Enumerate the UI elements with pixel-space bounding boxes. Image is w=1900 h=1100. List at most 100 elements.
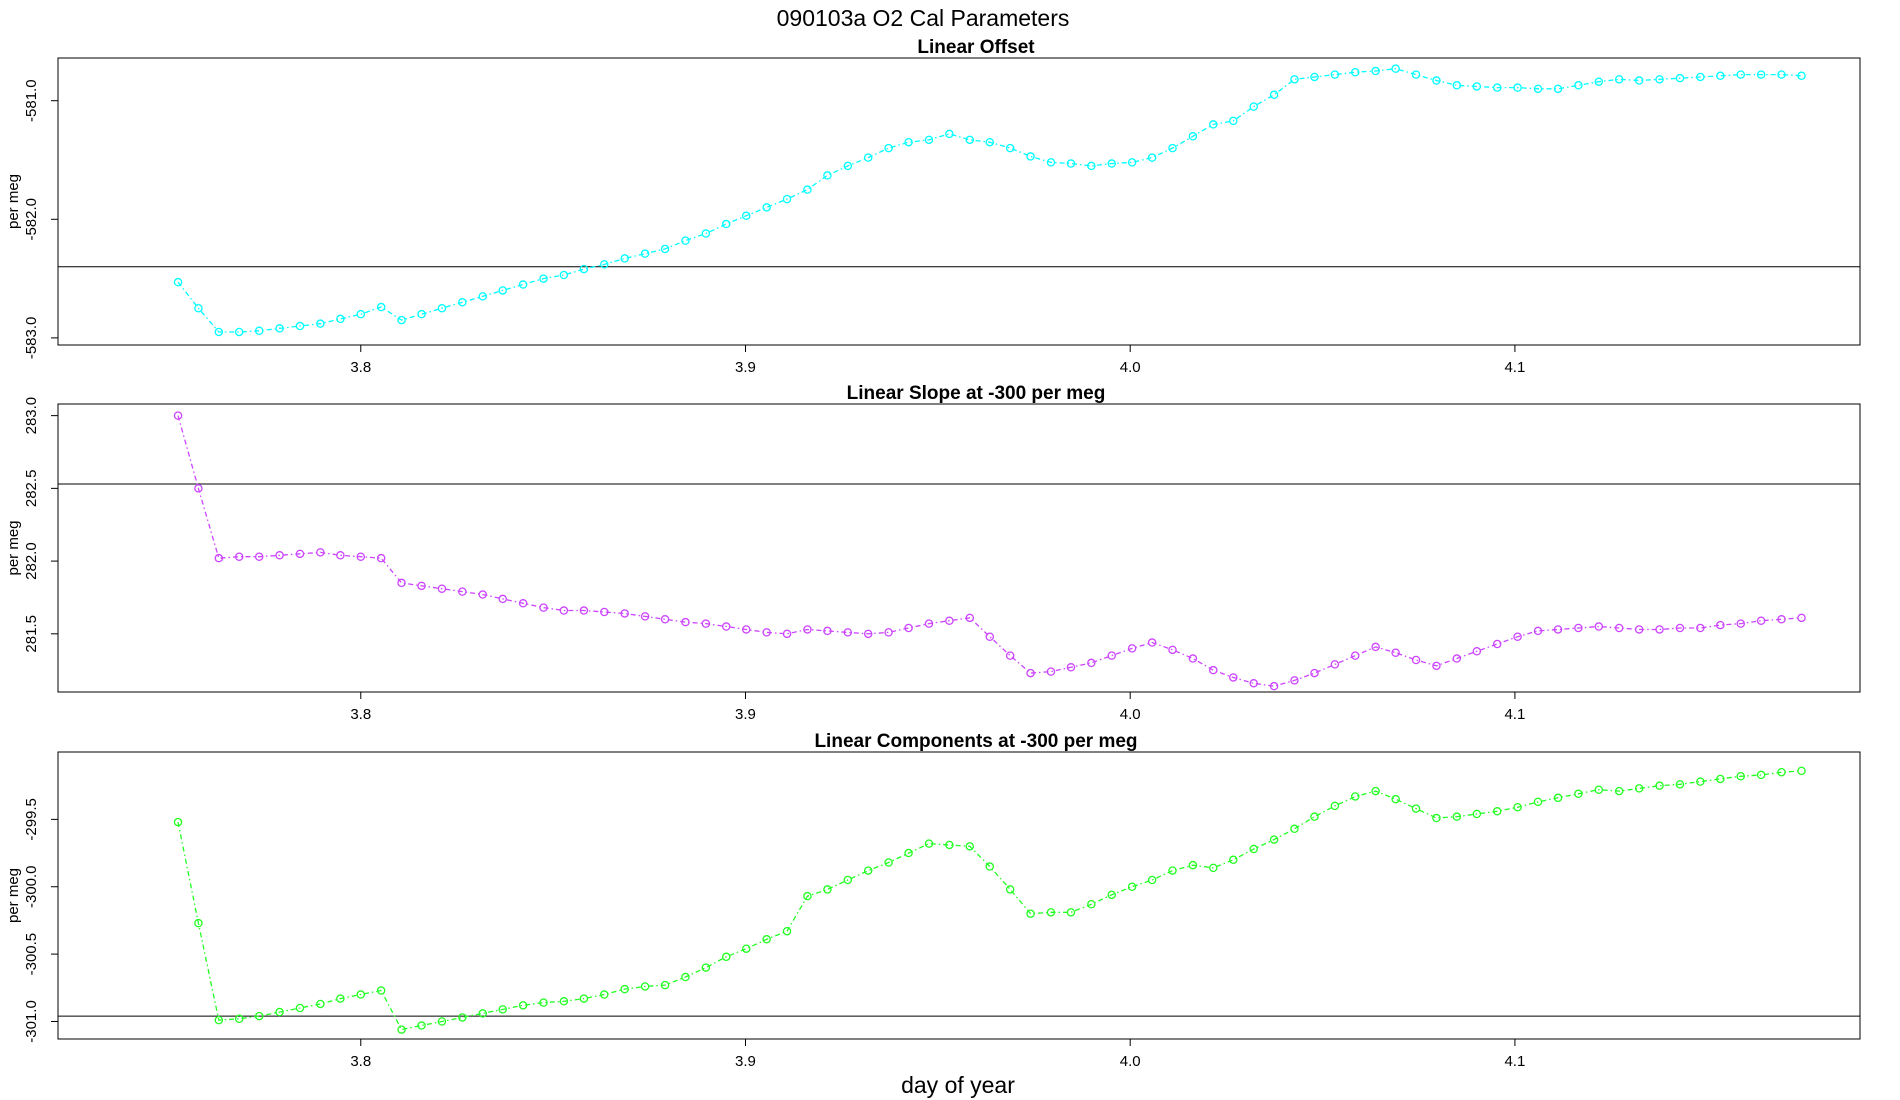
plot-frame	[57, 751, 1861, 1040]
data-point	[1513, 802, 1522, 812]
data-point	[1127, 644, 1137, 653]
y-tick-label: -583.0	[23, 317, 40, 360]
data-point	[620, 254, 629, 263]
data-point	[1310, 72, 1319, 82]
x-tick-label: 3.8	[350, 1053, 371, 1070]
data-point	[1797, 71, 1806, 81]
x-tick-label: 4.1	[1504, 359, 1525, 376]
data-point	[1452, 654, 1462, 663]
data-point	[782, 926, 792, 936]
data-point	[1756, 616, 1766, 625]
data-point	[1797, 613, 1806, 623]
plot-frame	[57, 403, 1861, 693]
data-point	[1087, 900, 1096, 909]
data-point	[539, 998, 548, 1007]
data-point	[1330, 801, 1340, 811]
data-point	[417, 581, 426, 591]
data-point	[701, 619, 711, 628]
data-point	[1492, 639, 1502, 649]
data-point	[194, 918, 203, 928]
data-point	[1087, 161, 1096, 171]
data-point	[640, 982, 650, 991]
data-point	[600, 607, 609, 617]
data-point	[518, 280, 528, 289]
data-point	[234, 552, 244, 561]
data-point	[1391, 794, 1400, 804]
data-point	[924, 135, 934, 145]
data-point	[417, 309, 426, 319]
data-point	[397, 315, 406, 325]
data-point	[579, 994, 589, 1003]
data-point	[1351, 651, 1360, 660]
data-point	[1147, 153, 1157, 162]
data-point	[1655, 625, 1664, 634]
data-point	[742, 625, 751, 634]
data-point	[924, 839, 934, 848]
data-point	[316, 999, 325, 1009]
data-point	[1107, 890, 1116, 900]
data-point	[1513, 83, 1522, 92]
data-point	[1716, 620, 1725, 630]
data-point	[1290, 676, 1299, 685]
data-point	[1655, 781, 1664, 790]
data-point	[336, 314, 345, 324]
data-point	[1634, 625, 1644, 634]
panel-3: Linear Components at -300 per meg per meg…	[5, 731, 1861, 1070]
data-point	[254, 552, 264, 561]
data-point	[1269, 681, 1279, 691]
data-point	[782, 629, 792, 639]
data-point	[1147, 875, 1157, 885]
data-point	[397, 578, 406, 588]
data-point	[173, 817, 183, 827]
data-point	[1696, 72, 1705, 82]
data-point	[1249, 679, 1258, 688]
data-point	[1229, 116, 1238, 126]
data-point	[1411, 70, 1421, 79]
data-point	[437, 303, 447, 313]
data-point	[1432, 813, 1441, 823]
data-point	[620, 984, 629, 994]
data-point	[1168, 143, 1177, 153]
series-line	[177, 770, 1802, 1031]
data-point	[721, 219, 731, 229]
y-tick-label: 281.5	[23, 615, 40, 653]
panel-2: Linear Slope at -300 per meg per meg 281.5…	[5, 383, 1861, 723]
data-point	[721, 622, 731, 631]
data-point	[1736, 619, 1745, 628]
data-point	[559, 997, 569, 1006]
data-point	[742, 944, 751, 953]
data-point	[254, 1011, 264, 1021]
data-point	[1229, 673, 1238, 682]
data-point	[600, 990, 609, 999]
data-point	[234, 1014, 244, 1024]
data-point	[295, 1003, 305, 1013]
data-point	[498, 1005, 507, 1014]
data-point	[1432, 76, 1441, 85]
panel-title: Linear Components at -300 per meg	[814, 731, 1137, 752]
data-point	[1351, 67, 1360, 77]
data-point	[843, 628, 853, 637]
data-point	[1209, 665, 1218, 675]
data-point	[458, 298, 467, 307]
data-point	[1411, 655, 1421, 665]
data-point	[660, 615, 670, 624]
data-point	[437, 1017, 447, 1026]
data-point	[1675, 623, 1685, 633]
data-point	[295, 549, 305, 559]
data-point	[458, 587, 467, 596]
y-tick-label: -581.0	[23, 79, 40, 122]
data-point	[316, 548, 325, 557]
data-point	[1696, 623, 1705, 633]
x-tick-label: 4.1	[1504, 1053, 1525, 1070]
data-point	[1553, 793, 1563, 803]
x-tick-label: 3.9	[735, 1053, 756, 1070]
data-point	[1574, 623, 1583, 633]
data-point	[1290, 75, 1299, 84]
data-point	[1310, 668, 1319, 678]
data-point	[681, 236, 690, 245]
data-point	[1452, 81, 1462, 90]
data-point	[1574, 81, 1583, 90]
data-point	[437, 584, 447, 593]
data-point	[1716, 774, 1725, 784]
data-point	[1472, 809, 1482, 819]
